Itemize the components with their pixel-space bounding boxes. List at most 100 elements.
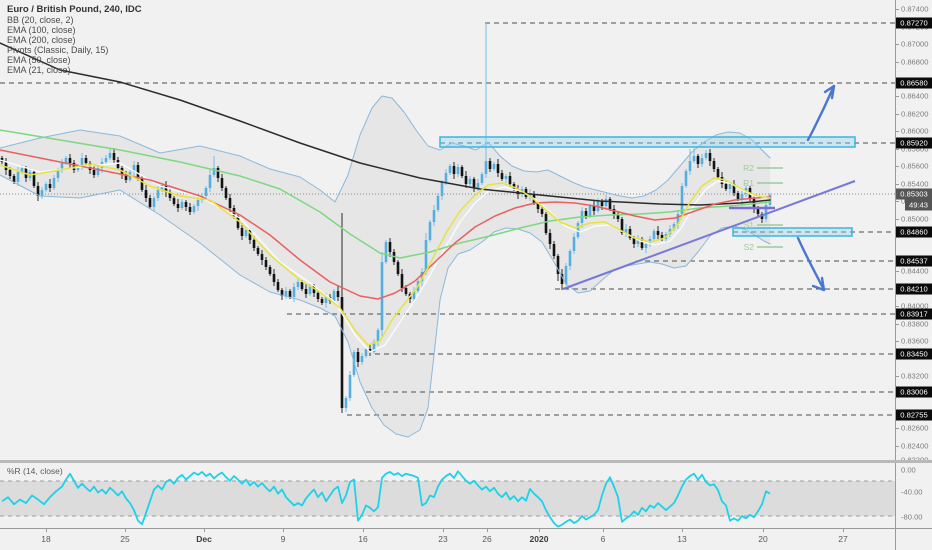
williams-r-pane[interactable] [0, 461, 895, 550]
price-tick-mark [896, 271, 899, 272]
price-tick-label: 0.82600 [901, 423, 929, 433]
candle-body [656, 231, 660, 235]
candle-body [164, 185, 168, 192]
legend-indicator-4[interactable]: EMA (50, close) [7, 54, 71, 65]
ema-100-line[interactable] [0, 129, 771, 259]
demand-zone-rectangle[interactable] [732, 227, 853, 237]
candle-body [308, 286, 312, 294]
candle-body [340, 297, 344, 408]
candle-body [496, 164, 500, 173]
time-tick-mark [682, 529, 683, 532]
candle-body [8, 170, 12, 176]
candle-body [216, 168, 220, 178]
candle-body [188, 207, 192, 212]
candle-body [304, 289, 308, 294]
candle-body [652, 231, 656, 239]
candle-body [484, 161, 488, 174]
legend-indicator-2[interactable]: EMA (200, close) [7, 34, 76, 45]
candle-body [16, 172, 20, 182]
candle-body [184, 202, 188, 207]
candle-body [564, 266, 568, 284]
time-axis-label: 25 [120, 534, 130, 544]
up-arrow-drawing[interactable] [806, 84, 836, 142]
candle-body [204, 188, 208, 196]
time-tick-mark [363, 529, 364, 532]
candle-body [456, 167, 460, 174]
down-arrow-drawing[interactable] [796, 236, 826, 292]
candle-body [552, 244, 556, 256]
time-axis-label: 18 [41, 534, 51, 544]
candle-body [172, 198, 176, 204]
candle-body [272, 274, 276, 282]
candle-body [228, 198, 232, 208]
candle-body [628, 229, 632, 238]
candle-body [500, 173, 504, 179]
candle-body [432, 210, 436, 222]
legend-indicator-3[interactable]: Pivots (Classic, Daily, 15) [7, 44, 109, 55]
legend-indicator-1[interactable]: EMA (100, close) [7, 24, 76, 35]
candle-body [168, 192, 172, 198]
candle-body [396, 262, 400, 274]
price-tick-label: 0.85800 [901, 144, 929, 154]
price-tick-mark [896, 166, 899, 167]
candle-body [52, 178, 56, 188]
candle-body [544, 214, 548, 233]
time-tick-mark [443, 529, 444, 532]
price-level-label: 0.85920 [896, 137, 932, 149]
price-tick-label: 0.86200 [901, 109, 929, 119]
time-axis-label: 13 [677, 534, 687, 544]
candle-body [608, 199, 612, 209]
candle-body [336, 291, 340, 297]
legend-indicator-0[interactable]: BB (20, close, 2) [7, 14, 74, 25]
candle-body [60, 163, 64, 170]
time-axis[interactable]: 18 25 Dec 9 16 23 26 2020 6 13 20 27 [0, 528, 932, 550]
candle-body [584, 211, 588, 216]
ema-200-line[interactable] [0, 42, 771, 206]
price-tick-mark [896, 184, 899, 185]
symbol-title[interactable]: Euro / British Pound, 240, IDC [7, 4, 142, 15]
price-tick-label: 0.84000 [901, 301, 929, 311]
candle-body [492, 164, 496, 169]
pane-separator[interactable] [0, 460, 932, 463]
price-tick-label: 0.86800 [901, 57, 929, 67]
candle-body [452, 166, 456, 174]
legend-indicator-5[interactable]: EMA (21, close) [7, 64, 71, 75]
candle-body [424, 240, 428, 272]
candle-body [636, 239, 640, 244]
candle-body [268, 267, 272, 274]
bar-countdown-label: 49:43 [905, 199, 932, 211]
pivot-label-r2: R2 [743, 163, 754, 173]
price-tick-mark [896, 446, 899, 447]
candle-body [680, 186, 684, 214]
ascending-trendline[interactable] [562, 180, 856, 290]
bollinger-basis-line[interactable] [0, 159, 771, 353]
price-axis[interactable]: 0.874000.872000.870000.868000.864000.862… [895, 0, 932, 550]
candle-body [44, 184, 48, 190]
time-tick-mark [283, 529, 284, 532]
price-tick-mark [896, 149, 899, 150]
candle-body [600, 201, 604, 206]
candle-body [444, 173, 448, 182]
williams-r-line[interactable] [1, 470, 771, 528]
candle-body [96, 168, 100, 175]
bollinger-upper-band[interactable] [0, 95, 771, 203]
candle-body [244, 230, 248, 236]
candle-body [568, 251, 572, 266]
time-axis-label: 26 [482, 534, 492, 544]
price-tick-mark [896, 96, 899, 97]
candle-body [236, 216, 240, 228]
ema-50-line[interactable] [0, 149, 771, 300]
main-price-pane[interactable]: R2 R1 S1 S2 [0, 0, 895, 461]
supply-zone-rectangle[interactable] [439, 136, 856, 148]
candle-body [460, 167, 464, 176]
candle-body [260, 254, 264, 260]
williams-r-label[interactable]: %R (14, close) [7, 466, 63, 476]
candle-body [316, 293, 320, 299]
price-tick-mark [896, 201, 899, 202]
candle-body [152, 198, 156, 207]
ema-21-line[interactable] [0, 163, 771, 346]
candle-body [480, 174, 484, 183]
candle-body [516, 189, 520, 194]
candle-body [296, 282, 300, 287]
price-level-label: 0.86580 [896, 77, 932, 89]
